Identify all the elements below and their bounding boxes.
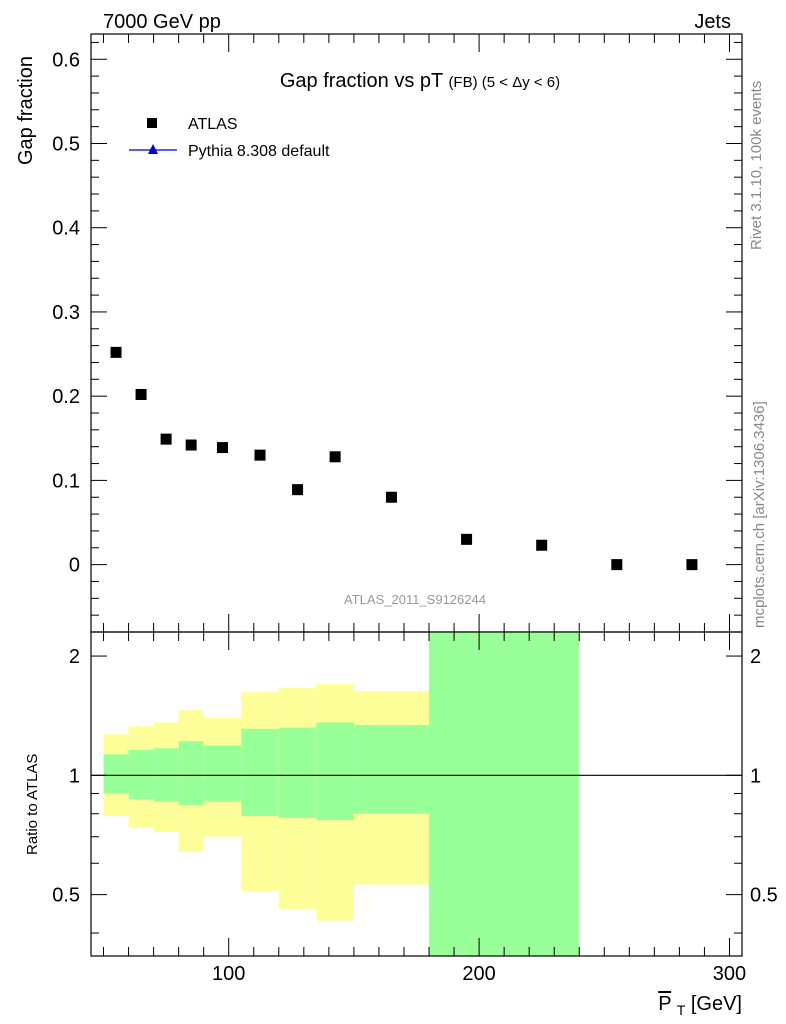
x-axis-label-unit: [GeV] [691,993,742,1015]
ratio-inner-band [178,741,204,806]
ratio-ytick-label-right: 2 [750,646,761,668]
main-title-sub: (FB) (5 < Δy < 6) [448,74,560,91]
atlas-data-point [292,484,304,496]
ratio-inner-band [278,727,317,819]
ratio-ytick-label-left: 1 [69,765,80,787]
ratio-inner-band [316,722,354,821]
mcplots-label: mcplots.cern.ch [arXiv:1306.3436] [751,401,768,628]
atlas-data-point [611,559,623,571]
ratio-ytick-label-left: 0.5 [52,885,80,907]
x-tick-label: 300 [713,963,746,985]
ratio-frame [90,631,743,957]
analysis-label: ATLAS_2011_S9126244 [344,592,486,607]
main-ytick-label: 0.4 [52,218,80,240]
ratio-inner-band [353,724,430,814]
main-axis-ticks: 0 0.1 0.2 0.3 0.4 0.5 0.6 [52,34,742,633]
atlas-data-point [385,491,397,503]
ratio-bands [103,632,580,956]
main-panel: Gap fraction Gap fraction vs pT (FB) (5 … [15,33,743,633]
ratio-ytick-label-left: 2 [69,646,80,668]
process-label: Jets [694,11,731,33]
main-title-text: Gap fraction vs pT [280,70,443,92]
ratio-inner-band [429,632,580,956]
rivet-label: Rivet 3.1.10, 100k events [748,81,765,250]
ratio-ytick-label-right: 1 [750,765,761,787]
main-ytick-label: 0 [69,555,80,577]
legend-atlas-label: ATLAS [188,116,238,133]
atlas-data-point [461,533,473,545]
main-ytick-label: 0.3 [52,302,80,324]
ratio-inner-band [203,745,242,802]
main-title: Gap fraction vs pT (FB) (5 < Δy < 6) [280,70,560,92]
legend-atlas-marker [147,118,157,128]
atlas-data-point [160,433,172,445]
ratio-ylabel: Ratio to ATLAS [24,754,41,855]
main-ytick-label: 0.5 [52,133,80,155]
atlas-data-point [254,449,266,461]
ratio-ytick-label-right: 0.5 [750,885,778,907]
x-tick-label: 100 [212,963,245,985]
atlas-data-point [536,539,548,551]
ratio-panel: 0.5 0.5 1 1 2 2 100 200 300 Ratio to ATLAS P T [… [24,631,778,1020]
legend-pythia-label: Pythia 8.308 default [188,143,330,160]
x-tick-label: 200 [462,963,495,985]
ratio-axis-ticks: 0.5 0.5 1 1 2 2 100 200 300 [52,632,778,985]
ratio-inner-band [103,754,129,794]
atlas-data-point [686,559,698,571]
x-axis-label: P T [GeV] [658,993,742,1020]
beam-label: 7000 GeV pp [103,11,221,33]
main-ylabel: Gap fraction [15,56,37,165]
ratio-inner-band [241,728,279,816]
main-ytick-label: 0.1 [52,470,80,492]
atlas-data-point [135,388,147,400]
atlas-data-point [216,442,228,454]
atlas-data-point [329,451,341,463]
ratio-inner-band [128,749,154,800]
main-ytick-label: 0.6 [52,49,80,71]
x-axis-label-sub: T [677,1002,686,1018]
legend-pythia-marker [148,144,158,154]
atlas-data-point [110,346,122,358]
main-ytick-label: 0.2 [52,386,80,408]
legend: ATLAS Pythia 8.308 default [129,116,330,160]
x-axis-label-main: P [658,993,671,1015]
main-data-points [110,346,698,571]
atlas-data-point [185,439,197,451]
